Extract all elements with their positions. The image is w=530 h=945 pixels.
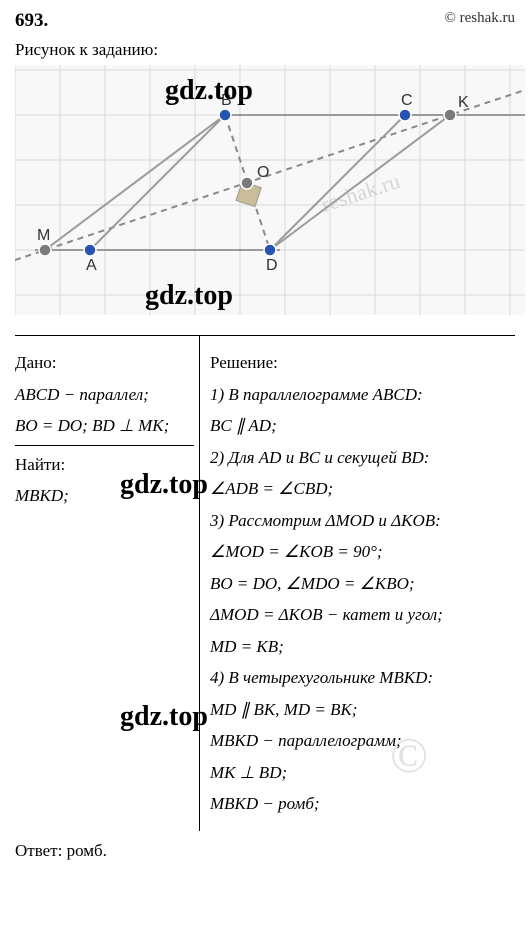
solution-title: Решение: (210, 350, 515, 376)
answer-label: Ответ: (15, 841, 62, 860)
svg-text:C: C (401, 92, 413, 109)
solution-table: Дано: ABCD − параллел;BO = DO; BD ⊥ MK; … (15, 335, 515, 831)
solution-line-2: 2) Для AD и BC и секущей BD: (210, 445, 515, 471)
figure-svg: M A B C K D O (15, 65, 525, 315)
given-line-1: BO = DO; BD ⊥ MK; (15, 413, 194, 439)
answer-text: ромб. (67, 841, 107, 860)
given-title: Дано: (15, 350, 194, 376)
given-line-0: ABCD − параллел; (15, 382, 194, 408)
svg-text:A: A (86, 257, 97, 274)
svg-text:M: M (37, 227, 50, 244)
solution-line-9: 4) В четырехугольнике MBKD: (210, 665, 515, 691)
task-number: 693. (15, 10, 48, 32)
solution-line-1: BC ∥ AD; (210, 413, 515, 439)
solution-line-7: ΔMOD = ΔKOB − катет и угол; (210, 602, 515, 628)
divider-1 (15, 445, 194, 446)
solution-line-4: 3) Рассмотрим ΔMOD и ΔKOB: (210, 508, 515, 534)
svg-text:K: K (458, 94, 469, 111)
solution-line-8: MD = KB; (210, 634, 515, 660)
svg-text:D: D (266, 257, 278, 274)
left-column: Дано: ABCD − параллел;BO = DO; BD ⊥ MK; … (15, 336, 200, 831)
solution-line-0: 1) В параллелограмме ABCD: (210, 382, 515, 408)
solution-line-3: ∠ADB = ∠CBD; (210, 476, 515, 502)
solution-line-11: MBKD − параллелограмм; (210, 728, 515, 754)
answer-line: Ответ: ромб. (15, 841, 515, 861)
solution-line-12: MK ⊥ BD; (210, 760, 515, 786)
solution-line-13: MBKD − ромб; (210, 791, 515, 817)
svg-text:B: B (221, 92, 232, 109)
figure-label: Рисунок к заданию: (15, 40, 515, 60)
right-column: Решение: 1) В параллелограмме ABCD: BC ∥ … (200, 336, 515, 831)
find-line-0: MBKD; (15, 483, 194, 509)
find-title: Найти: (15, 452, 194, 478)
geometry-figure: MABCKDO gdz.top gdz.top reshak.ru (15, 65, 525, 315)
solution-line-6: BO = DO, ∠MDO = ∠KBO; (210, 571, 515, 597)
copyright-text: © reshak.ru (444, 10, 515, 32)
svg-text:O: O (257, 164, 269, 181)
solution-line-10: MD ∥ BK, MD = BK; (210, 697, 515, 723)
solution-line-5: ∠MOD = ∠KOB = 90°; (210, 539, 515, 565)
